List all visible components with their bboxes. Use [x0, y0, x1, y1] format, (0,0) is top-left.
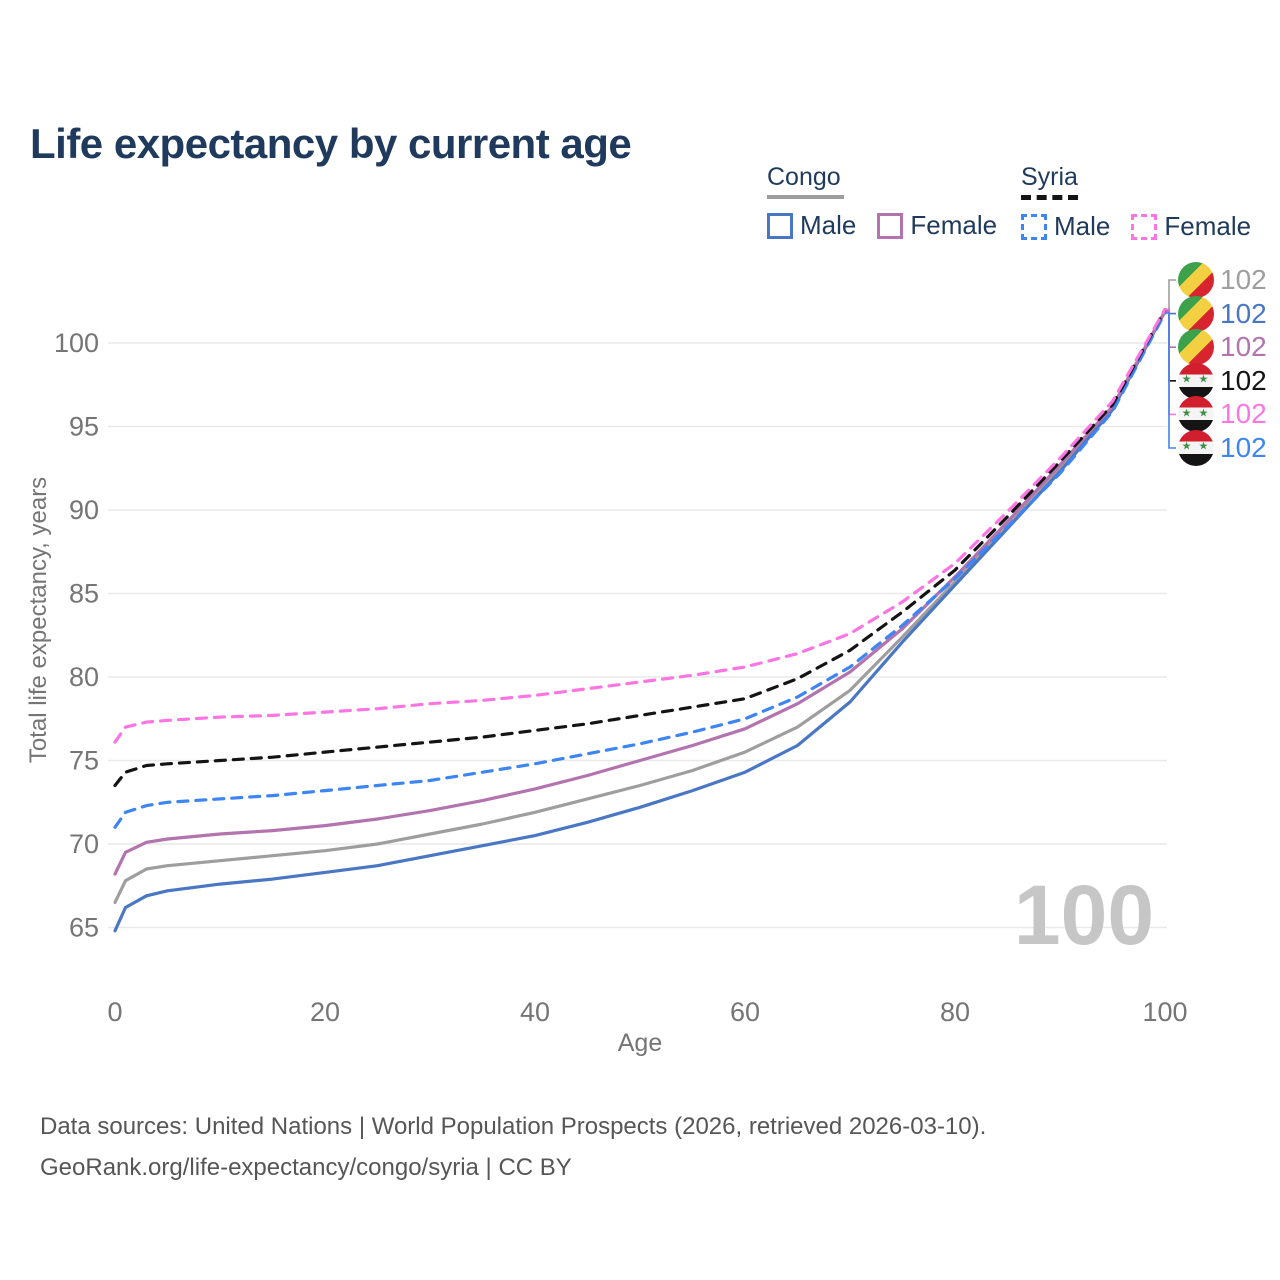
congo-female-swatch-icon — [877, 212, 904, 239]
end-value-label: 102 — [1220, 264, 1267, 295]
x-tick-label: 40 — [520, 997, 550, 1027]
series-line-syria — [113, 308, 1167, 788]
series-line-congo-female — [113, 309, 1167, 876]
footer: Data sources: United Nations | World Pop… — [40, 1106, 986, 1188]
legend-group-congo: Congo Male Female — [767, 163, 997, 241]
x-tick-label: 100 — [1142, 997, 1187, 1027]
syria-flag-icon: ★ ★ — [1178, 362, 1214, 399]
legend-syria-header[interactable]: Syria — [1021, 163, 1078, 191]
end-label-connector — [1165, 279, 1176, 313]
end-value-row: ★ ★ 102 — [1178, 430, 1267, 466]
legend-item-label: Male — [800, 210, 857, 240]
legend-item-congo-male[interactable]: Male — [767, 210, 856, 241]
footer-url-line: GeoRank.org/life-expectancy/congo/syria … — [40, 1154, 572, 1181]
legend-item-syria-female[interactable]: Female — [1131, 211, 1251, 242]
congo-flag-icon — [1178, 295, 1214, 332]
syria-flag-icon: ★ ★ — [1178, 396, 1214, 433]
y-tick-label: 70 — [69, 829, 99, 859]
series-line-syria-male — [113, 311, 1167, 829]
end-value-row: 102 — [1178, 295, 1267, 332]
syria-flag-stars-icon: ★ ★ — [1181, 407, 1211, 420]
syria-female-swatch-icon — [1131, 213, 1158, 240]
legend-congo-header[interactable]: Congo — [767, 163, 841, 191]
footer-source-line: Data sources: United Nations | World Pop… — [40, 1113, 987, 1140]
end-value-row: ★ ★ 102 — [1178, 396, 1267, 433]
end-value-row: 102 — [1178, 329, 1267, 366]
congo-flag-icon — [1178, 329, 1214, 366]
syria-flag-stars-icon: ★ ★ — [1181, 373, 1211, 386]
y-tick-label: 85 — [69, 579, 99, 609]
end-value-label: 102 — [1220, 331, 1267, 363]
series-line-syria-female — [113, 308, 1167, 744]
end-label-connector — [1165, 312, 1176, 449]
legend-congo-underline-swatch — [767, 195, 844, 199]
legend-group-syria: Syria Male Female — [1021, 163, 1251, 242]
x-tick-label: 60 — [730, 997, 760, 1027]
legend-item-label: Female — [1164, 211, 1252, 241]
x-tick-label: 20 — [310, 997, 340, 1027]
end-label-connector — [1165, 308, 1176, 416]
series-line-congo-male — [113, 309, 1167, 933]
y-tick-label: 80 — [69, 662, 99, 692]
end-label-connector — [1165, 310, 1176, 348]
legend-item-congo-female[interactable]: Female — [877, 210, 997, 241]
end-value-row: 102 — [1178, 262, 1267, 298]
y-tick-label: 65 — [69, 913, 99, 943]
end-label-connector — [1165, 308, 1176, 382]
congo-male-swatch-icon — [767, 212, 793, 239]
end-value-row: ★ ★ 102 — [1178, 362, 1267, 399]
y-axis-title: Total life expectancy, years — [25, 477, 52, 763]
y-tick-label: 75 — [69, 746, 99, 776]
page-title: Life expectancy by current age — [30, 120, 632, 168]
x-tick-label: 0 — [107, 997, 122, 1027]
syria-flag-icon: ★ ★ — [1178, 430, 1214, 466]
congo-flag-icon — [1178, 262, 1214, 298]
legend-item-label: Male — [1054, 211, 1111, 241]
end-value-label: 102 — [1220, 364, 1267, 396]
end-value-label: 102 — [1220, 297, 1267, 329]
legend-syria-underline-swatch — [1021, 195, 1078, 200]
series-line-congo — [113, 309, 1167, 905]
y-tick-label: 100 — [54, 328, 99, 358]
y-tick-label: 95 — [69, 412, 99, 442]
legend-item-syria-male[interactable]: Male — [1021, 211, 1110, 242]
legend-item-label: Female — [910, 210, 998, 240]
end-value-label: 102 — [1220, 432, 1267, 463]
syria-flag-stars-icon: ★ ★ — [1181, 440, 1211, 453]
x-tick-label: 80 — [940, 997, 970, 1027]
end-value-label: 102 — [1220, 398, 1267, 430]
y-tick-label: 90 — [69, 495, 99, 525]
age-watermark: 100 — [1014, 868, 1154, 962]
x-axis-title: Age — [618, 1029, 662, 1057]
syria-male-swatch-icon — [1021, 213, 1047, 240]
